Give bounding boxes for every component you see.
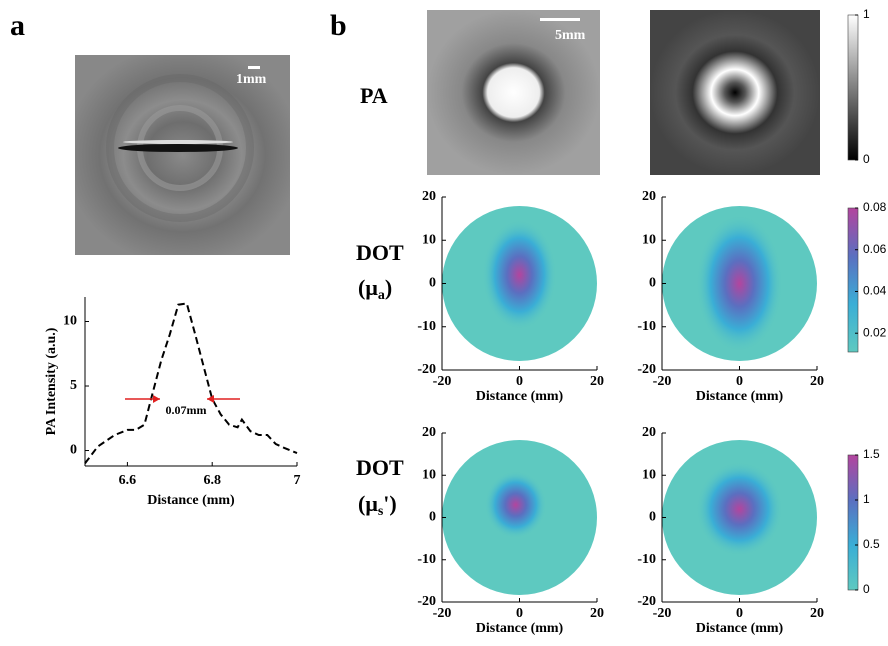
- y-tick-label: 20: [422, 189, 436, 204]
- arrow-head: [153, 395, 160, 403]
- x-axis-label: Distance (mm): [147, 493, 235, 508]
- colorbar-tick-label: 1: [863, 7, 870, 21]
- y-tick-label: 0: [70, 443, 77, 458]
- colorbar-tick-label: 1: [863, 492, 870, 506]
- y-tick-label: -10: [637, 552, 656, 567]
- colorbar-tick-label: 0: [863, 582, 870, 596]
- x-tick-label: 7: [294, 473, 301, 488]
- y-tick-label: 0: [429, 510, 436, 525]
- colorbar: [848, 15, 858, 160]
- y-tick-label: 5: [70, 378, 77, 393]
- x-tick-label: 0: [736, 374, 743, 389]
- x-tick-label: -20: [433, 606, 452, 621]
- row-label: (μa): [358, 275, 392, 303]
- line: [85, 304, 297, 464]
- colorbar: [848, 455, 858, 590]
- annotation: 0.07mm: [166, 403, 207, 417]
- x-tick-label: -20: [433, 374, 452, 389]
- x-axis-label: Distance (mm): [696, 389, 784, 404]
- x-tick-label: 20: [590, 374, 604, 389]
- y-tick-label: 10: [63, 314, 77, 329]
- x-axis-label: Distance (mm): [696, 621, 784, 636]
- y-tick-label: 10: [642, 467, 656, 482]
- y-tick-label: -10: [417, 319, 436, 334]
- x-tick-label: 20: [810, 606, 824, 621]
- y-tick-label: 10: [422, 467, 436, 482]
- y-tick-label: 20: [642, 425, 656, 440]
- map-feature: [485, 471, 547, 539]
- colorbar: [848, 208, 858, 352]
- y-tick-label: 10: [422, 232, 436, 247]
- x-tick-label: -20: [653, 606, 672, 621]
- y-tick-label: -10: [637, 319, 656, 334]
- colorbar-tick-label: 0: [863, 152, 870, 166]
- x-tick-label: 6.6: [119, 473, 137, 488]
- colorbar-tick-label: 0.02: [863, 325, 887, 339]
- y-tick-label: -10: [417, 552, 436, 567]
- scale-bar-label: 1mm: [236, 72, 267, 87]
- colorbar-tick-label: 1.5: [863, 447, 880, 461]
- x-axis-label: Distance (mm): [476, 621, 564, 636]
- pa-images: [427, 10, 820, 175]
- y-tick-label: 10: [642, 232, 656, 247]
- colorbar-tick-label: 0.5: [863, 537, 880, 551]
- x-tick-label: 0: [516, 606, 523, 621]
- y-tick-label: 20: [422, 425, 436, 440]
- x-tick-label: -20: [653, 374, 672, 389]
- y-tick-label: 0: [429, 276, 436, 291]
- row-label: (μs'): [358, 491, 397, 519]
- x-tick-label: 20: [590, 606, 604, 621]
- y-tick-label: 20: [642, 189, 656, 204]
- colorbar-tick-label: 0.06: [863, 242, 887, 256]
- panel-label: b: [330, 9, 347, 42]
- y-axis-label: PA Intensity (a.u.): [44, 327, 59, 435]
- panel-label: a: [10, 9, 25, 42]
- y-tick-label: 0: [649, 510, 656, 525]
- x-tick-label: 6.8: [203, 473, 221, 488]
- x-tick-label: 0: [736, 606, 743, 621]
- x-tick-label: 0: [516, 374, 523, 389]
- scale-bar-label: 5mm: [555, 28, 586, 43]
- x-axis-label: Distance (mm): [476, 389, 564, 404]
- map-feature: [482, 219, 556, 330]
- colorbar-tick-label: 0.08: [863, 200, 887, 214]
- row-label: DOT: [356, 240, 404, 265]
- map-feature: [696, 462, 783, 557]
- colorbar-tick-label: 0.04: [863, 284, 887, 298]
- row-label: DOT: [356, 455, 404, 480]
- y-tick-label: 0: [649, 276, 656, 291]
- map-feature: [696, 214, 783, 352]
- row-label: PA: [360, 83, 388, 108]
- figure: a b 1mm 5mm PA DOT (μa) DOT (μs') 05106.…: [0, 0, 888, 646]
- x-tick-label: 20: [810, 374, 824, 389]
